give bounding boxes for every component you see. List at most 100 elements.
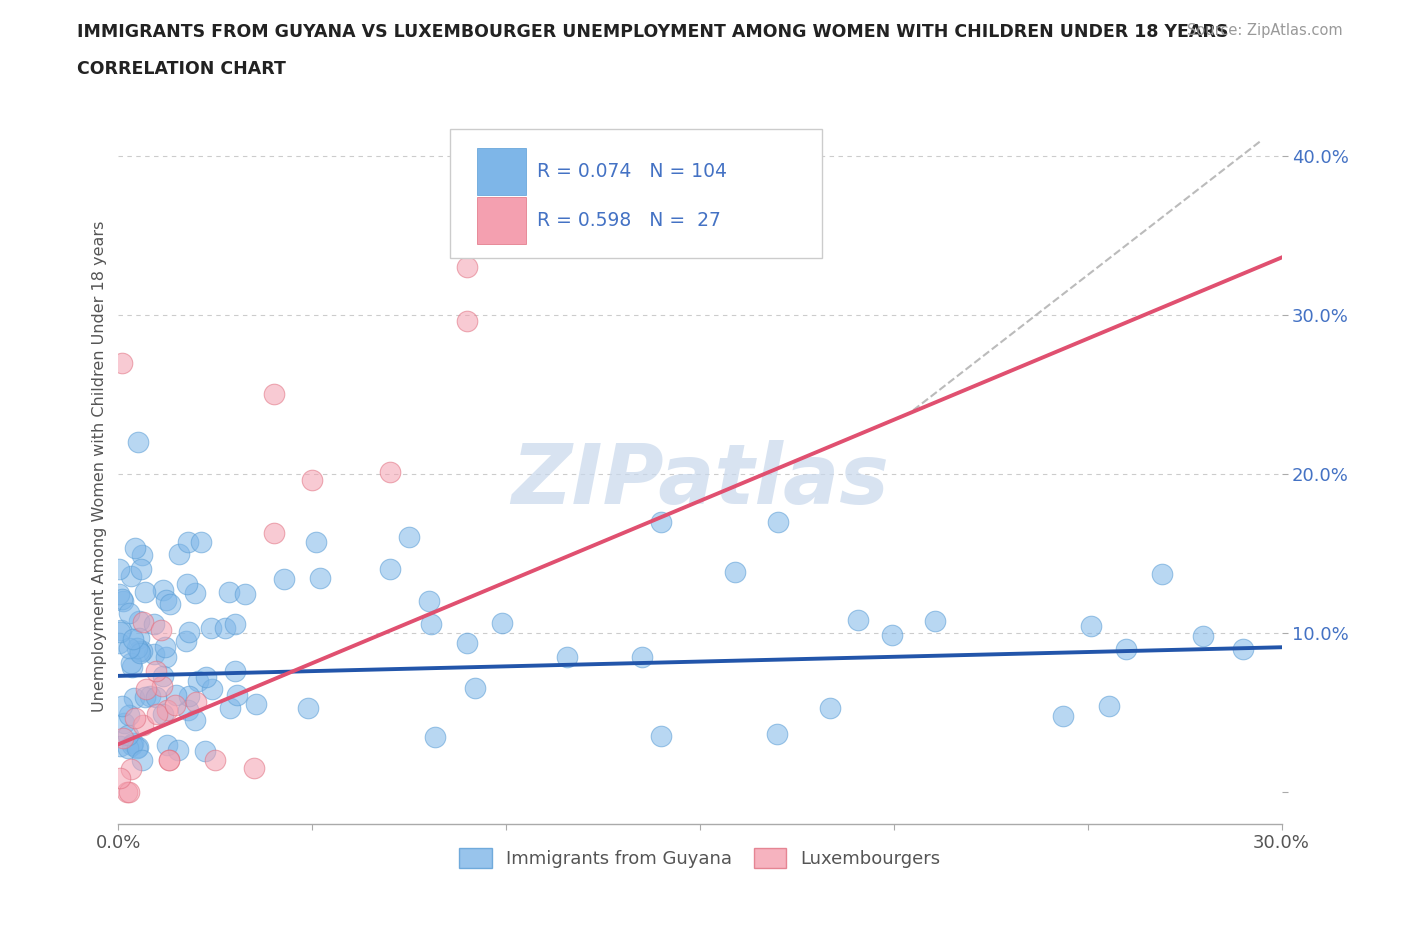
Point xyxy=(1052,709,1074,724)
Point xyxy=(630,649,652,664)
Point xyxy=(155,649,177,664)
FancyBboxPatch shape xyxy=(450,129,823,259)
Point xyxy=(301,472,323,487)
Point xyxy=(456,313,478,328)
Point xyxy=(243,761,266,776)
Point xyxy=(122,631,145,646)
Point xyxy=(200,620,222,635)
Point xyxy=(122,736,145,751)
Point xyxy=(882,628,904,643)
Point xyxy=(163,698,186,712)
Point xyxy=(120,656,142,671)
Point xyxy=(145,690,167,705)
Point xyxy=(124,711,146,725)
Point xyxy=(112,715,135,730)
Point xyxy=(233,587,256,602)
Point xyxy=(152,707,174,722)
Point xyxy=(245,697,267,711)
Point xyxy=(226,688,249,703)
Point xyxy=(378,562,401,577)
Point xyxy=(157,752,180,767)
Point xyxy=(127,739,149,754)
Point xyxy=(139,688,162,703)
Point xyxy=(924,613,946,628)
Point xyxy=(195,670,218,684)
Point xyxy=(846,612,869,627)
Point xyxy=(125,641,148,656)
Point xyxy=(118,707,141,722)
Point xyxy=(127,434,149,449)
Point xyxy=(155,639,177,654)
Point xyxy=(108,561,131,576)
Point xyxy=(184,712,207,727)
Point xyxy=(146,706,169,721)
Point xyxy=(1098,698,1121,713)
Legend: Immigrants from Guyana, Luxembourgers: Immigrants from Guyana, Luxembourgers xyxy=(460,847,941,869)
Point xyxy=(112,731,135,746)
Point xyxy=(176,577,198,591)
Point xyxy=(263,525,285,540)
Point xyxy=(128,614,150,629)
Point xyxy=(456,636,478,651)
Point xyxy=(297,700,319,715)
Point xyxy=(142,646,165,661)
Point xyxy=(134,689,156,704)
Point xyxy=(224,664,246,679)
Point xyxy=(378,465,401,480)
Point xyxy=(263,387,285,402)
Point xyxy=(111,698,134,713)
Point xyxy=(117,727,139,742)
Point xyxy=(108,625,131,640)
Point xyxy=(152,582,174,597)
Point xyxy=(118,641,141,656)
Point xyxy=(194,744,217,759)
Point xyxy=(650,729,672,744)
Text: Source: ZipAtlas.com: Source: ZipAtlas.com xyxy=(1187,23,1343,38)
Point xyxy=(118,785,141,800)
Point xyxy=(120,568,142,583)
Point xyxy=(224,617,246,631)
Point xyxy=(156,737,179,752)
Point xyxy=(134,585,156,600)
Point xyxy=(117,740,139,755)
Point xyxy=(143,617,166,631)
Point xyxy=(177,689,200,704)
Point xyxy=(1080,618,1102,633)
Point xyxy=(132,615,155,630)
Point xyxy=(218,585,240,600)
Point xyxy=(108,635,131,650)
Point xyxy=(398,530,420,545)
Point xyxy=(157,752,180,767)
Point xyxy=(152,669,174,684)
Point xyxy=(131,718,153,733)
Point xyxy=(121,737,143,752)
Point xyxy=(167,546,190,561)
Point xyxy=(186,695,208,710)
Point xyxy=(766,514,789,529)
Point xyxy=(150,623,173,638)
Point xyxy=(187,674,209,689)
FancyBboxPatch shape xyxy=(477,197,526,244)
Point xyxy=(650,514,672,529)
Point xyxy=(111,591,134,606)
Point xyxy=(418,593,440,608)
Point xyxy=(190,534,212,549)
Point xyxy=(121,660,143,675)
Point xyxy=(108,587,131,602)
Point xyxy=(111,593,134,608)
Text: R = 0.074   N = 104: R = 0.074 N = 104 xyxy=(537,162,727,181)
Point xyxy=(122,690,145,705)
Point xyxy=(219,700,242,715)
Point xyxy=(128,631,150,645)
Point xyxy=(1152,566,1174,581)
Point xyxy=(309,571,332,586)
Point xyxy=(184,585,207,600)
Point xyxy=(464,680,486,695)
Point xyxy=(135,681,157,696)
Point xyxy=(131,547,153,562)
Point xyxy=(155,592,177,607)
Point xyxy=(167,742,190,757)
Text: R = 0.598   N =  27: R = 0.598 N = 27 xyxy=(537,211,721,230)
Point xyxy=(115,785,138,800)
Point xyxy=(177,624,200,639)
